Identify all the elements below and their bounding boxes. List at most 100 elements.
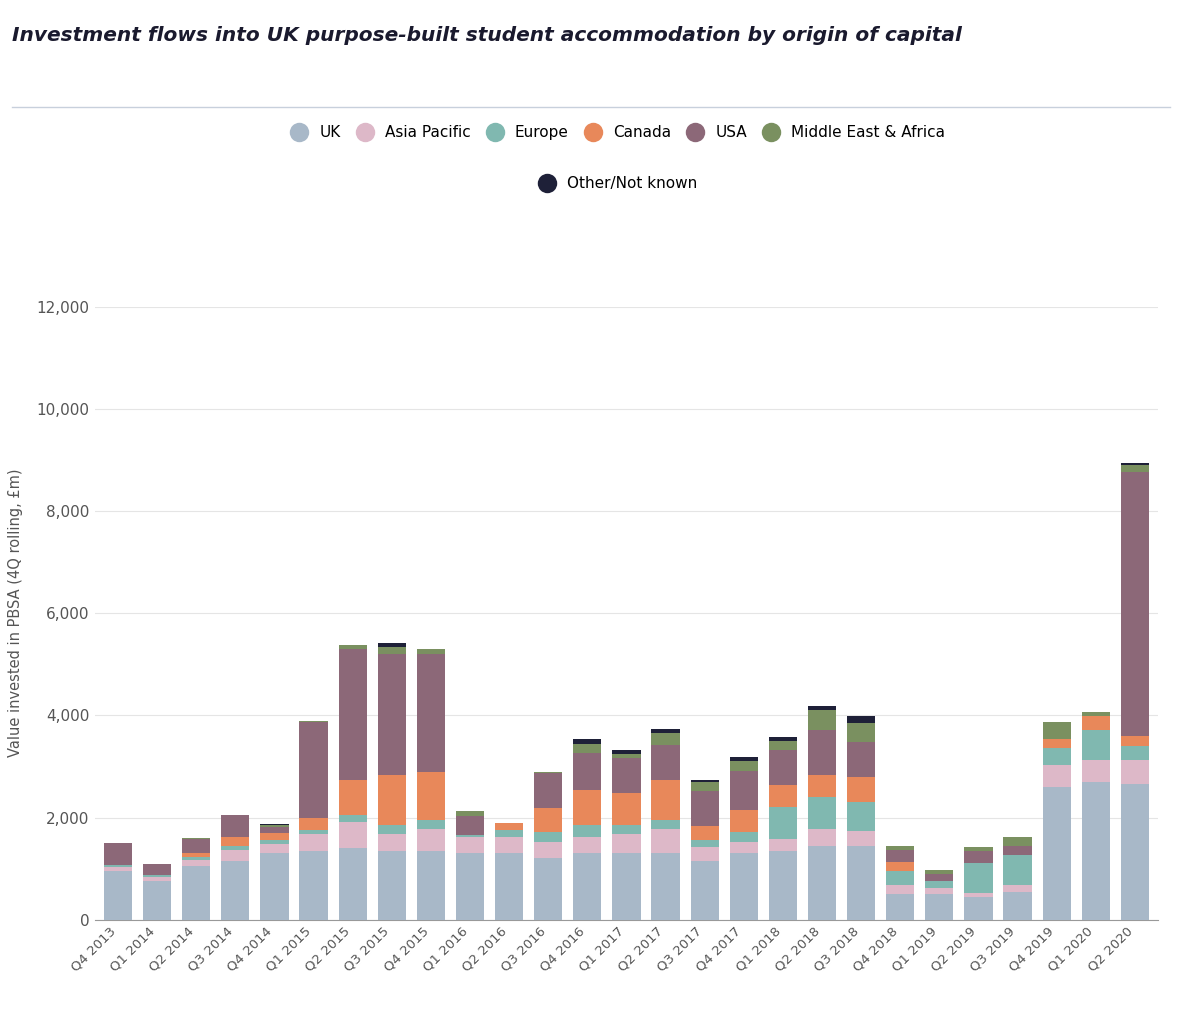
Bar — [808, 710, 836, 730]
Bar — [926, 894, 954, 920]
Bar — [417, 829, 444, 850]
Bar — [886, 862, 915, 871]
Bar — [1004, 891, 1032, 920]
Bar — [965, 863, 993, 893]
Bar — [260, 853, 288, 920]
Bar — [260, 827, 288, 834]
Bar — [299, 850, 327, 920]
Bar — [1121, 472, 1149, 736]
Bar — [182, 860, 210, 867]
Bar — [495, 824, 524, 830]
Bar — [495, 836, 524, 853]
Bar — [729, 761, 758, 771]
Bar — [612, 750, 641, 754]
Bar — [651, 829, 680, 853]
Bar — [1043, 739, 1071, 748]
Bar — [417, 820, 444, 829]
Bar — [1121, 465, 1149, 472]
Bar — [768, 741, 797, 750]
Bar — [573, 836, 602, 853]
Y-axis label: Value invested in PBSA (4Q rolling, £m): Value invested in PBSA (4Q rolling, £m) — [8, 469, 22, 757]
Bar — [456, 853, 485, 920]
Bar — [729, 757, 758, 761]
Bar — [1004, 885, 1032, 891]
Bar — [417, 654, 444, 773]
Bar — [729, 853, 758, 920]
Bar — [612, 793, 641, 825]
Bar — [886, 846, 915, 850]
Bar — [104, 871, 132, 920]
Bar — [417, 650, 444, 654]
Bar — [378, 654, 405, 775]
Bar — [573, 752, 602, 790]
Bar — [182, 838, 210, 839]
Bar — [729, 771, 758, 810]
Bar — [612, 825, 641, 834]
Bar — [886, 885, 915, 894]
Bar — [926, 881, 954, 887]
Bar — [690, 826, 719, 840]
Bar — [926, 887, 954, 894]
Bar — [143, 875, 171, 877]
Bar — [1082, 782, 1110, 920]
Bar — [182, 839, 210, 853]
Bar — [1043, 748, 1071, 764]
Bar — [965, 847, 993, 851]
Bar — [338, 781, 366, 816]
Bar — [651, 745, 680, 780]
Bar — [1082, 715, 1110, 730]
Bar — [690, 782, 719, 791]
Bar — [926, 870, 954, 874]
Bar — [729, 842, 758, 853]
Bar — [338, 822, 366, 848]
Bar — [1121, 760, 1149, 785]
Bar — [651, 734, 680, 745]
Bar — [182, 867, 210, 920]
Bar — [808, 846, 836, 920]
Bar — [1043, 764, 1071, 787]
Bar — [104, 865, 132, 867]
Bar — [143, 864, 171, 875]
Bar — [808, 730, 836, 775]
Bar — [651, 730, 680, 734]
Bar — [299, 722, 327, 818]
Bar — [104, 843, 132, 865]
Bar — [573, 744, 602, 752]
Bar — [1121, 736, 1149, 746]
Bar — [221, 836, 249, 846]
Bar — [651, 820, 680, 829]
Bar — [299, 818, 327, 830]
Bar — [808, 775, 836, 797]
Bar — [143, 881, 171, 920]
Bar — [534, 842, 563, 858]
Bar — [965, 893, 993, 897]
Bar — [612, 834, 641, 853]
Bar — [534, 807, 563, 832]
Bar — [847, 846, 875, 920]
Bar — [104, 867, 132, 871]
Bar — [768, 785, 797, 807]
Bar — [926, 875, 954, 881]
Bar — [260, 824, 288, 826]
Bar — [573, 740, 602, 744]
Bar — [338, 816, 366, 822]
Bar — [338, 649, 366, 781]
Bar — [1082, 760, 1110, 782]
Bar — [1004, 846, 1032, 855]
Bar — [299, 830, 327, 834]
Bar — [808, 797, 836, 829]
Bar — [1121, 464, 1149, 465]
Bar — [495, 853, 524, 920]
Bar — [1043, 787, 1071, 920]
Bar — [690, 846, 719, 861]
Bar — [690, 791, 719, 826]
Bar — [768, 807, 797, 839]
Bar — [847, 716, 875, 724]
Bar — [456, 835, 485, 836]
Bar — [260, 844, 288, 853]
Bar — [886, 850, 915, 862]
Bar — [808, 706, 836, 710]
Bar — [651, 780, 680, 820]
Bar — [768, 850, 797, 920]
Bar — [847, 777, 875, 801]
